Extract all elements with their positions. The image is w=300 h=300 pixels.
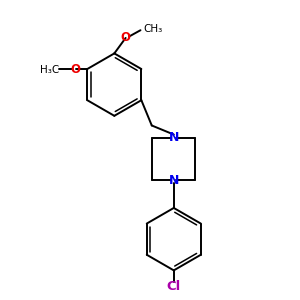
Text: Cl: Cl — [167, 280, 181, 293]
Text: N: N — [169, 131, 179, 144]
Text: N: N — [169, 174, 179, 187]
Text: H₃C: H₃C — [40, 64, 59, 75]
Text: O: O — [121, 32, 130, 44]
Text: CH₃: CH₃ — [143, 24, 163, 34]
Text: O: O — [71, 62, 81, 76]
